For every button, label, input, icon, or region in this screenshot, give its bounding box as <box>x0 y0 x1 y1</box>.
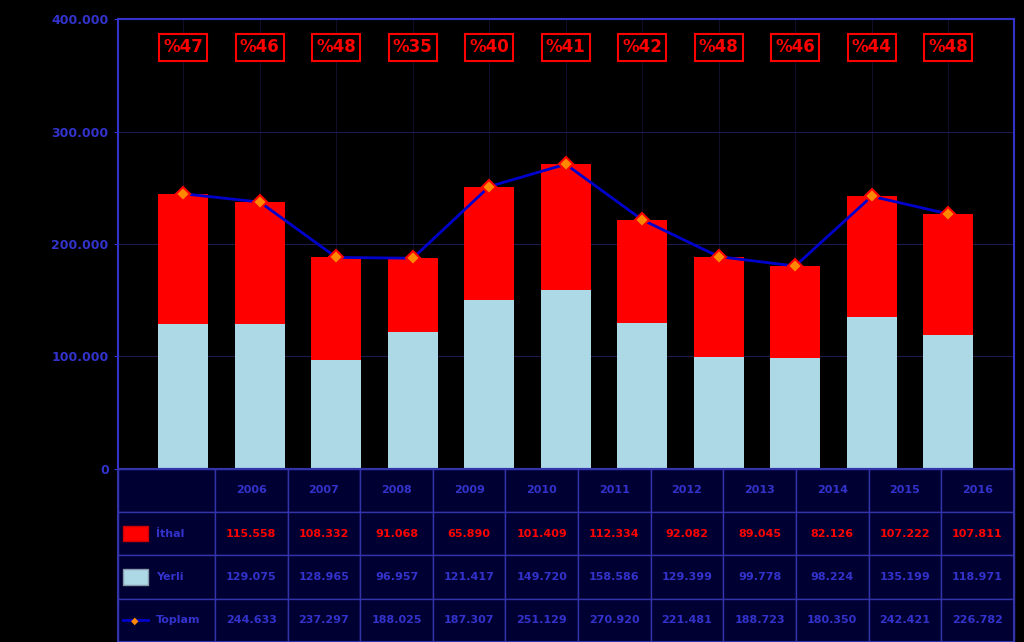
Text: 188.025: 188.025 <box>372 615 422 625</box>
Text: 244.633: 244.633 <box>226 615 276 625</box>
Text: 187.307: 187.307 <box>444 615 495 625</box>
Text: 65.890: 65.890 <box>447 528 490 539</box>
Text: 115.558: 115.558 <box>226 528 276 539</box>
Bar <box>234 324 285 469</box>
Text: %46: %46 <box>775 39 815 56</box>
Text: 118.971: 118.971 <box>952 572 1002 582</box>
Text: %48: %48 <box>316 39 356 56</box>
Bar <box>847 196 897 317</box>
Text: 188.723: 188.723 <box>734 615 785 625</box>
Bar <box>465 300 514 469</box>
Text: 82.126: 82.126 <box>811 528 854 539</box>
Text: 2015: 2015 <box>890 485 921 496</box>
Bar <box>159 194 208 324</box>
Bar <box>694 257 743 356</box>
Bar <box>234 202 285 324</box>
Bar <box>847 317 897 469</box>
Bar <box>924 335 973 469</box>
Text: 107.811: 107.811 <box>952 528 1002 539</box>
Text: Toplam: Toplam <box>156 615 200 625</box>
Text: 129.399: 129.399 <box>662 572 713 582</box>
Bar <box>311 257 361 360</box>
Text: 149.720: 149.720 <box>516 572 567 582</box>
Text: 2010: 2010 <box>526 485 557 496</box>
Text: 121.417: 121.417 <box>443 572 495 582</box>
Text: 98.224: 98.224 <box>811 572 854 582</box>
Text: %35: %35 <box>393 39 433 56</box>
Bar <box>541 164 591 290</box>
Text: %48: %48 <box>929 39 968 56</box>
Text: 96.957: 96.957 <box>375 572 418 582</box>
Text: 128.965: 128.965 <box>299 572 349 582</box>
Text: 2008: 2008 <box>381 485 412 496</box>
Text: 2012: 2012 <box>672 485 702 496</box>
Text: 270.920: 270.920 <box>589 615 640 625</box>
Text: 226.782: 226.782 <box>952 615 1002 625</box>
Bar <box>159 324 208 469</box>
Text: Yerli: Yerli <box>156 572 183 582</box>
Text: 112.334: 112.334 <box>589 528 640 539</box>
Text: 92.082: 92.082 <box>666 528 709 539</box>
Text: %40: %40 <box>469 39 509 56</box>
Text: 2009: 2009 <box>454 485 484 496</box>
Text: %44: %44 <box>852 39 892 56</box>
Text: 135.199: 135.199 <box>880 572 930 582</box>
Bar <box>541 290 591 469</box>
Bar <box>465 187 514 300</box>
Bar <box>770 266 820 358</box>
Text: 251.129: 251.129 <box>516 615 567 625</box>
Text: 2006: 2006 <box>236 485 267 496</box>
Bar <box>617 220 667 324</box>
Bar <box>311 360 361 469</box>
Text: 91.068: 91.068 <box>375 528 418 539</box>
Text: 158.586: 158.586 <box>589 572 640 582</box>
Text: 108.332: 108.332 <box>299 528 349 539</box>
Text: 101.409: 101.409 <box>516 528 567 539</box>
Text: 237.297: 237.297 <box>299 615 349 625</box>
Bar <box>388 258 437 333</box>
Text: İthal: İthal <box>156 528 184 539</box>
Text: 221.481: 221.481 <box>662 615 713 625</box>
Text: 2016: 2016 <box>962 485 993 496</box>
Text: 2014: 2014 <box>817 485 848 496</box>
Bar <box>924 214 973 335</box>
Bar <box>770 358 820 469</box>
Text: 129.075: 129.075 <box>226 572 276 582</box>
Bar <box>617 324 667 469</box>
Text: %46: %46 <box>240 39 280 56</box>
Text: %48: %48 <box>698 39 738 56</box>
Text: %47: %47 <box>164 39 204 56</box>
Text: 89.045: 89.045 <box>738 528 781 539</box>
Text: ◆: ◆ <box>131 615 139 625</box>
Text: 2007: 2007 <box>308 485 339 496</box>
Text: %41: %41 <box>546 39 586 56</box>
Bar <box>388 333 437 469</box>
Text: 180.350: 180.350 <box>807 615 857 625</box>
Text: 99.778: 99.778 <box>738 572 781 582</box>
Text: 107.222: 107.222 <box>880 528 930 539</box>
Text: 2011: 2011 <box>599 485 630 496</box>
Bar <box>694 356 743 469</box>
Text: 2013: 2013 <box>744 485 775 496</box>
Text: 242.421: 242.421 <box>880 615 931 625</box>
Text: %42: %42 <box>623 39 663 56</box>
